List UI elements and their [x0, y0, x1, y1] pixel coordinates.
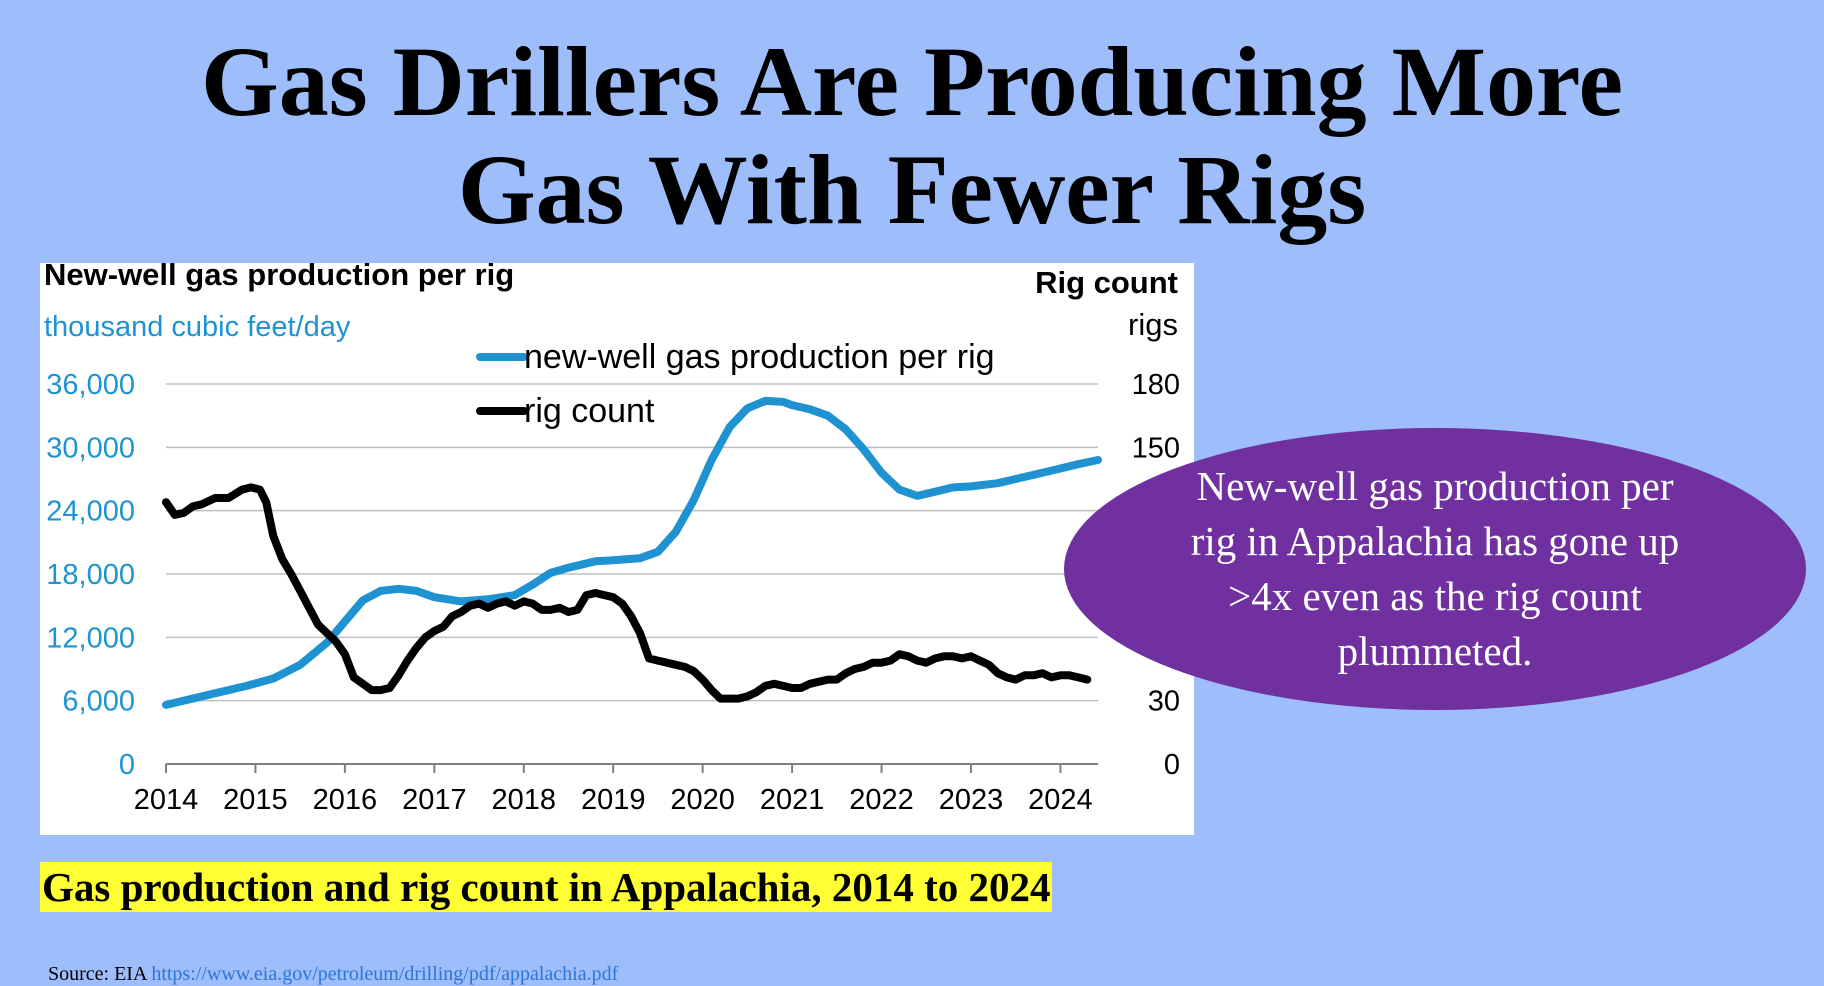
source-line: Source: EIA https://www.eia.gov/petroleu…	[48, 962, 618, 986]
title-line-2: Gas With Fewer Rigs	[457, 134, 1367, 245]
left-y-tick-labels: 0 6,000 12,000 18,000 24,000 30,000 36,000	[46, 369, 135, 781]
source-label: Source: EIA	[48, 963, 147, 985]
left-axis-title: New-well gas production per rig	[44, 263, 514, 292]
left-y-tick-label: 24,000	[46, 496, 135, 528]
x-tick-label: 2024	[1028, 784, 1093, 816]
right-y-tick-label: 180	[1132, 369, 1180, 401]
x-tick-marks	[165, 764, 1062, 773]
legend: new-well gas production per rig rig coun…	[476, 338, 995, 430]
title-line-1: Gas Drillers Are Producing More	[200, 26, 1624, 137]
left-y-tick-label: 6,000	[62, 686, 135, 718]
right-axis-title: Rig count	[1035, 265, 1178, 300]
left-y-tick-label: 0	[119, 749, 135, 781]
chart-caption: Gas production and rig count in Appalach…	[40, 862, 1053, 912]
x-tick-label: 2018	[492, 784, 557, 816]
x-tick-label: 2016	[313, 784, 378, 816]
source-link[interactable]: https://www.eia.gov/petroleum/drilling/p…	[151, 963, 619, 985]
right-y-tick-label: 0	[1164, 749, 1180, 781]
gridlines	[166, 383, 1098, 702]
x-tick-labels: 2014 2015 2016 2017 2018 2019 2020 2021 2022 2023…	[134, 784, 1093, 816]
x-tick-label: 2022	[849, 784, 914, 816]
left-y-tick-label: 18,000	[46, 559, 135, 591]
x-tick-label: 2023	[939, 784, 1004, 816]
right-axis-unit: rigs	[1128, 307, 1178, 342]
left-y-tick-label: 12,000	[46, 622, 135, 654]
callout-text: New-well gas production per rig in Appal…	[1190, 463, 1680, 674]
left-y-tick-label: 36,000	[46, 369, 135, 401]
left-axis-unit: thousand cubic feet/day	[44, 311, 351, 343]
right-y-tick-labels: 0 30 150 180	[1132, 369, 1180, 781]
slide-title: Gas Drillers Are Producing More Gas With…	[0, 28, 1824, 244]
right-y-tick-label: 150	[1132, 432, 1180, 464]
legend-label-rig-count: rig count	[524, 392, 655, 430]
right-y-tick-label: 30	[1148, 686, 1180, 718]
chart-svg: New-well gas production per rig thousand…	[44, 263, 1180, 816]
chart-panel: New-well gas production per rig thousand…	[40, 263, 1194, 835]
x-tick-label: 2019	[581, 784, 646, 816]
x-tick-label: 2015	[223, 784, 288, 816]
x-tick-label: 2014	[134, 784, 199, 816]
rig-count-series-line	[162, 483, 1092, 703]
production-series-line	[162, 396, 1102, 709]
x-tick-label: 2020	[670, 784, 735, 816]
left-y-tick-label: 30,000	[46, 432, 135, 464]
x-tick-label: 2017	[402, 784, 467, 816]
callout-ellipse: New-well gas production per rig in Appal…	[1064, 428, 1806, 710]
legend-label-production: new-well gas production per rig	[524, 338, 995, 376]
x-tick-label: 2021	[760, 784, 825, 816]
